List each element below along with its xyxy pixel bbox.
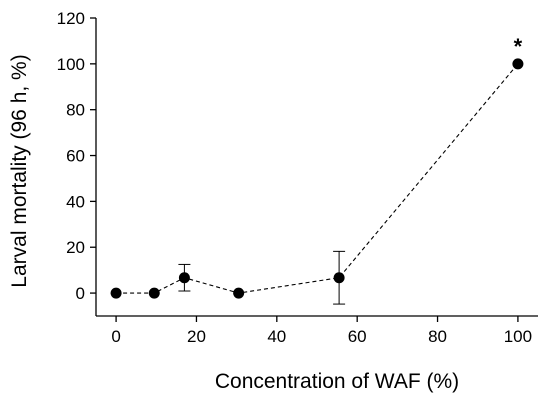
data-point: [512, 58, 524, 70]
y-tick-label: 120: [57, 9, 85, 28]
y-tick-label: 100: [57, 55, 85, 74]
plot-area: 0 20 40 60 80 100 120 0 20 40 60 80 100 *: [57, 9, 538, 346]
y-tick-label: 0: [76, 284, 85, 303]
x-tick-label: 80: [428, 327, 447, 346]
y-tick-label: 20: [66, 238, 85, 257]
x-tick-label: 20: [187, 327, 206, 346]
data-point: [333, 272, 345, 284]
x-tick-label: 100: [504, 327, 532, 346]
data-point: [178, 272, 190, 284]
y-tick-label: 40: [66, 192, 85, 211]
x-tick-label: 60: [348, 327, 367, 346]
y-tick-label: 80: [66, 101, 85, 120]
significance-marker: *: [514, 34, 523, 59]
y-axis-title: Larval mortality (96 h, %): [8, 54, 31, 287]
data-point: [110, 287, 122, 299]
y-tick-label: 60: [66, 147, 85, 166]
data-point: [148, 287, 160, 299]
x-tick-label: 40: [267, 327, 286, 346]
x-tick-label: 0: [111, 327, 120, 346]
data-point: [233, 287, 245, 299]
x-axis-title: Concentration of WAF (%): [215, 370, 459, 393]
series-line: [116, 63, 519, 294]
